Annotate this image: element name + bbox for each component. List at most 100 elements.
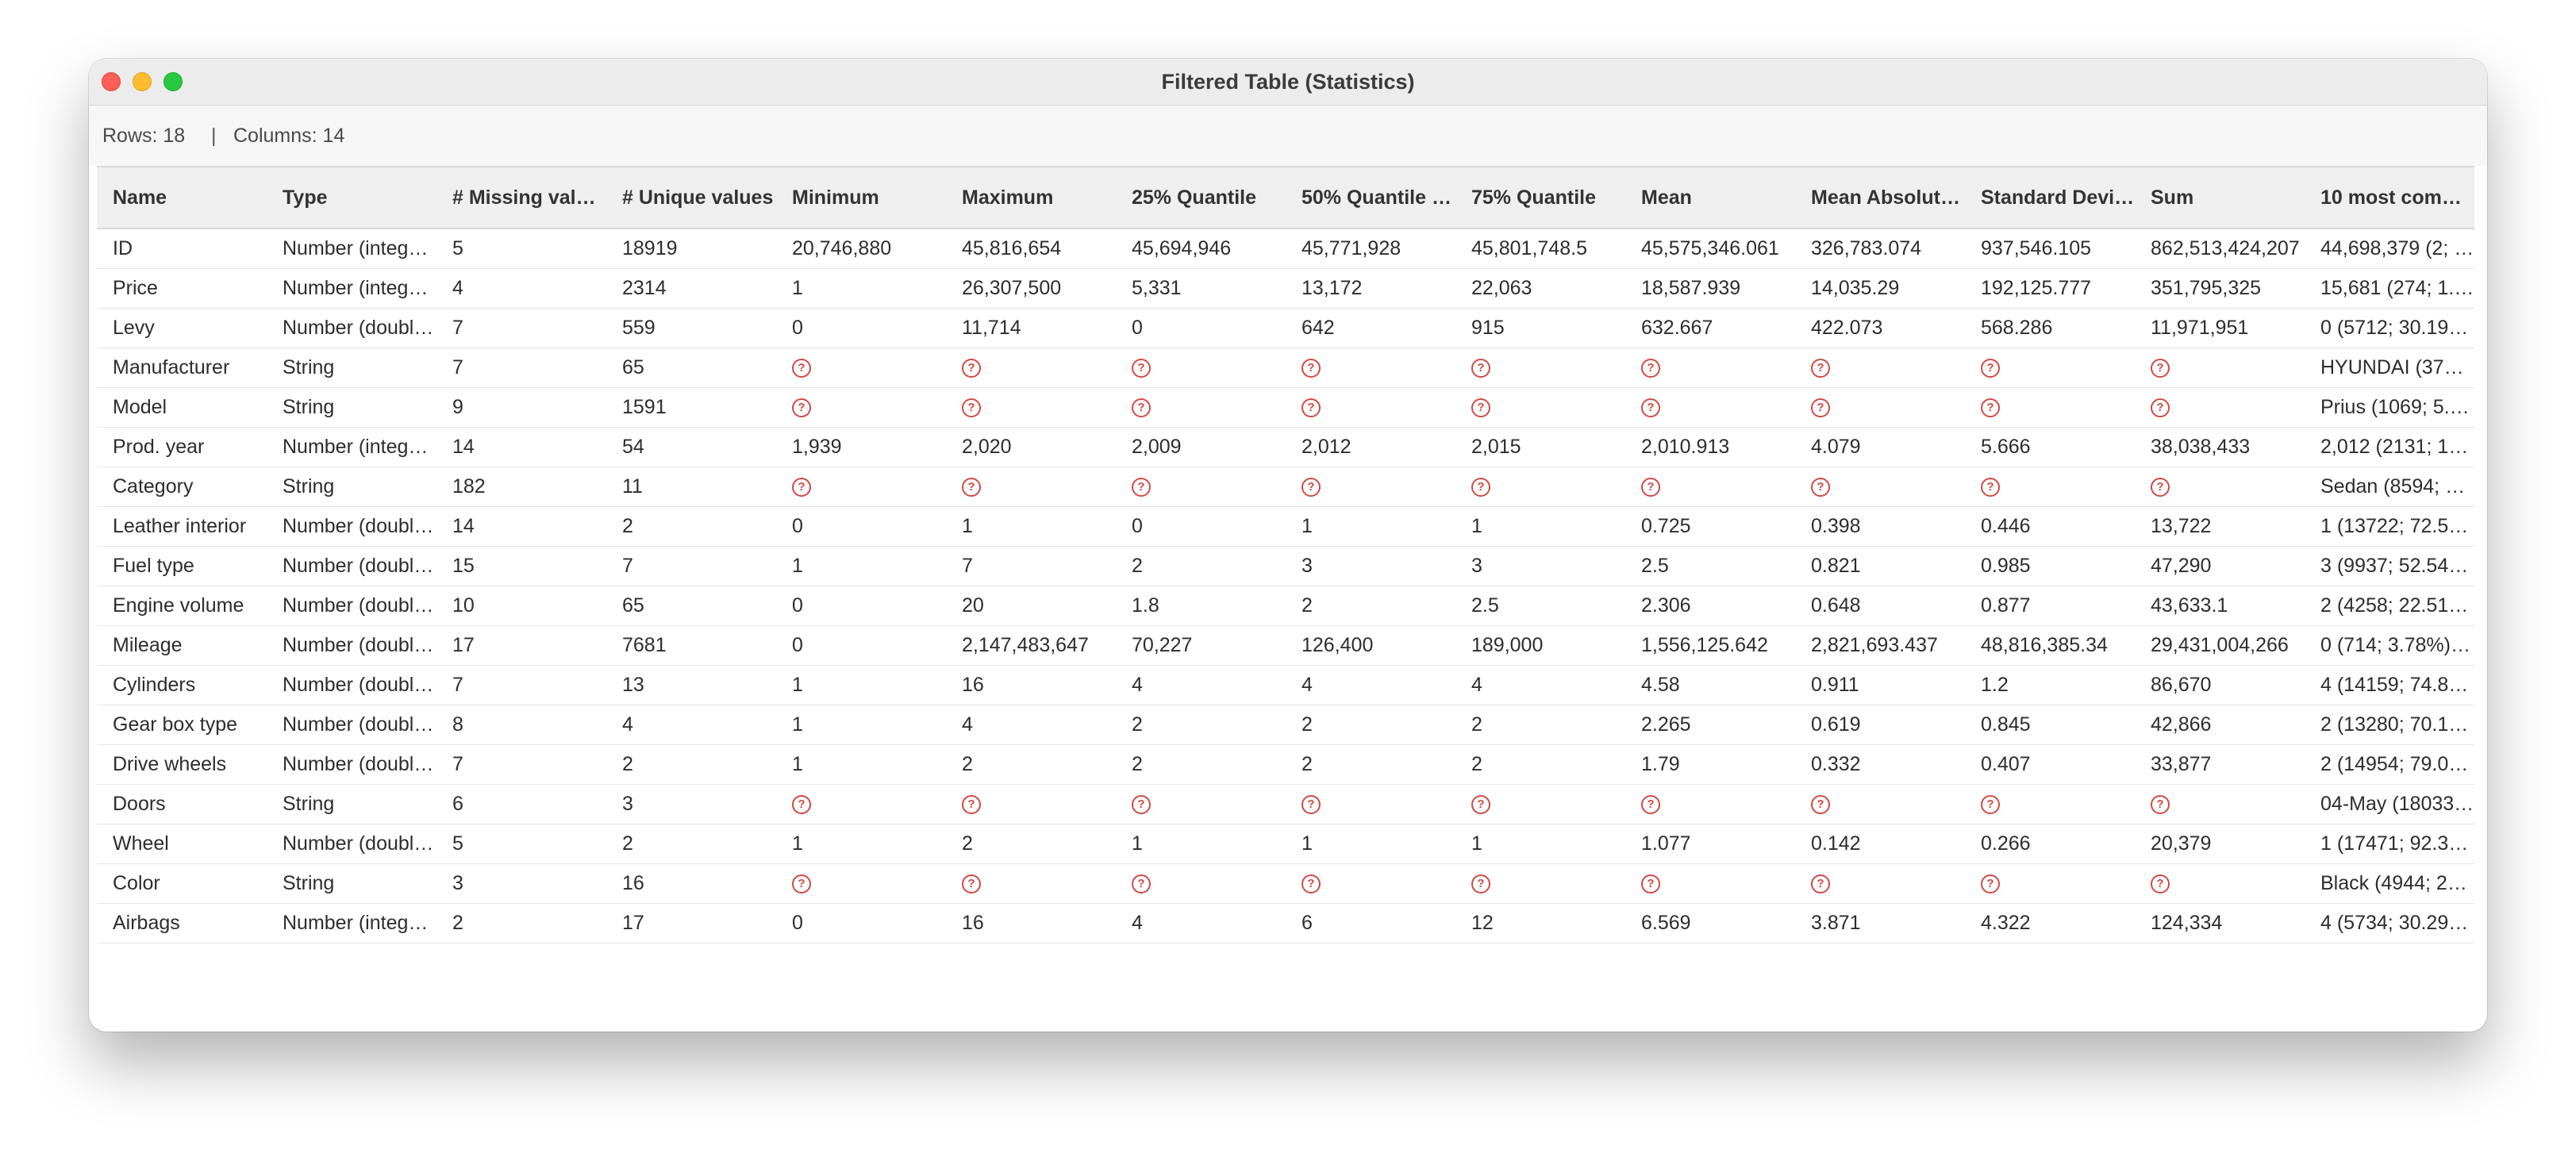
table-cell[interactable]: ? bbox=[1795, 467, 1965, 507]
table-cell[interactable]: 4 bbox=[1116, 665, 1286, 705]
table-cell[interactable]: 3 bbox=[606, 784, 776, 824]
table-cell[interactable]: 568.286 bbox=[1965, 308, 2135, 348]
table-cell[interactable]: 5 bbox=[436, 824, 606, 864]
table-cell[interactable]: ? bbox=[1286, 863, 1455, 904]
table-cell[interactable]: 2,821,693.437 bbox=[1795, 625, 1965, 666]
table-cell[interactable]: ? bbox=[1116, 467, 1286, 507]
table-cell[interactable]: 43,633.1 bbox=[2135, 586, 2305, 626]
table-row[interactable]: Prod. year Number (integ… 14 54 1,939 2,020 2,… bbox=[97, 427, 2474, 467]
table-row[interactable]: Engine volume Number (doubl… 10 65 0 20 1.8 2 2.… bbox=[97, 586, 2474, 626]
table-cell[interactable]: 45,816,654 bbox=[946, 229, 1116, 269]
table-cell[interactable]: 7 bbox=[946, 546, 1116, 586]
table-cell[interactable]: ? bbox=[776, 387, 946, 428]
table-cell[interactable]: 0.266 bbox=[1965, 824, 2135, 864]
table-cell[interactable]: 6 bbox=[436, 784, 606, 824]
table-cell[interactable]: Number (doubl… bbox=[267, 586, 436, 626]
table-cell[interactable]: 189,000 bbox=[1455, 625, 1625, 666]
table-cell[interactable]: Prius (1069; 5.… bbox=[2305, 387, 2474, 428]
table-cell[interactable]: String bbox=[267, 467, 436, 507]
table-cell[interactable]: 0.407 bbox=[1965, 744, 2135, 785]
table-cell[interactable]: ? bbox=[1455, 784, 1625, 824]
table-row[interactable]: Doors String 6 3????????? 04-May (18033… bbox=[97, 784, 2474, 824]
table-cell[interactable]: Color bbox=[97, 863, 267, 904]
table-row[interactable]: ID Number (integ… 5 18919 20,746,880 45,816,6… bbox=[97, 229, 2474, 269]
table-cell[interactable]: String bbox=[267, 348, 436, 388]
table-cell[interactable]: 126,400 bbox=[1286, 625, 1455, 666]
table-cell[interactable]: 13 bbox=[606, 665, 776, 705]
table-cell[interactable]: 2 bbox=[606, 506, 776, 547]
table-cell[interactable]: 29,431,004,266 bbox=[2135, 625, 2305, 666]
table-cell[interactable]: Drive wheels bbox=[97, 744, 267, 785]
table-cell[interactable]: Number (doubl… bbox=[267, 744, 436, 785]
table-cell[interactable]: Cylinders bbox=[97, 665, 267, 705]
table-cell[interactable]: 1 bbox=[1286, 824, 1455, 864]
table-cell[interactable]: ? bbox=[1455, 387, 1625, 428]
table-cell[interactable]: 10 bbox=[436, 586, 606, 626]
table-cell[interactable]: 2 bbox=[1455, 744, 1625, 785]
column-header[interactable]: Maximum bbox=[946, 166, 1116, 229]
table-cell[interactable]: 16 bbox=[946, 665, 1116, 705]
table-cell[interactable]: String bbox=[267, 863, 436, 904]
title-bar[interactable]: Filtered Table (Statistics) bbox=[89, 59, 2487, 106]
table-cell[interactable]: Sedan (8594; 4… bbox=[2305, 467, 2474, 507]
table-cell[interactable]: 33,877 bbox=[2135, 744, 2305, 785]
table-cell[interactable]: 13,172 bbox=[1286, 268, 1455, 309]
table-cell[interactable]: 7 bbox=[436, 308, 606, 348]
table-cell[interactable]: 2,010.913 bbox=[1625, 427, 1795, 467]
table-cell[interactable]: ? bbox=[1965, 784, 2135, 824]
table-cell[interactable]: 4 bbox=[1116, 903, 1286, 943]
table-cell[interactable]: 2.306 bbox=[1625, 586, 1795, 626]
table-row[interactable]: Color String 3 16????????? Black (4944; 2… bbox=[97, 863, 2474, 904]
table-cell[interactable]: 1 bbox=[946, 506, 1116, 547]
table-cell[interactable]: 4.079 bbox=[1795, 427, 1965, 467]
table-cell[interactable]: 7 bbox=[436, 665, 606, 705]
table-cell[interactable]: 14 bbox=[436, 506, 606, 547]
table-cell[interactable]: ? bbox=[946, 863, 1116, 904]
table-cell[interactable]: 12 bbox=[1455, 903, 1625, 943]
table-cell[interactable]: 2 bbox=[1286, 586, 1455, 626]
table-cell[interactable]: 2 bbox=[436, 903, 606, 943]
table-cell[interactable]: 2,012 bbox=[1286, 427, 1455, 467]
table-cell[interactable]: 0 bbox=[776, 506, 946, 547]
table-cell[interactable]: 1,556,125.642 bbox=[1625, 625, 1795, 666]
table-cell[interactable]: 3 (9937; 52.54… bbox=[2305, 546, 2474, 586]
table-row[interactable]: Price Number (integ… 4 2314 1 26,307,500 5,331… bbox=[97, 268, 2474, 309]
table-cell[interactable]: 16 bbox=[606, 863, 776, 904]
table-cell[interactable]: 1 bbox=[776, 268, 946, 309]
table-cell[interactable]: 5,331 bbox=[1116, 268, 1286, 309]
table-cell[interactable]: Wheel bbox=[97, 824, 267, 864]
table-cell[interactable]: 862,513,424,207 bbox=[2135, 229, 2305, 269]
table-cell[interactable]: ? bbox=[1116, 784, 1286, 824]
table-cell[interactable]: 1,939 bbox=[776, 427, 946, 467]
table-cell[interactable]: ? bbox=[1795, 863, 1965, 904]
table-cell[interactable]: ? bbox=[1965, 863, 2135, 904]
table-cell[interactable]: 44,698,379 (2; … bbox=[2305, 229, 2474, 269]
table-row[interactable]: Manufacturer String 7 65????????? HYUNDAI (3… bbox=[97, 348, 2474, 388]
table-cell[interactable]: 0.725 bbox=[1625, 506, 1795, 547]
table-cell[interactable]: 0.845 bbox=[1965, 705, 2135, 745]
table-cell[interactable]: 0.911 bbox=[1795, 665, 1965, 705]
table-cell[interactable]: Number (doubl… bbox=[267, 308, 436, 348]
table-cell[interactable]: Number (doubl… bbox=[267, 546, 436, 586]
table-cell[interactable]: 48,816,385.34 bbox=[1965, 625, 2135, 666]
statistics-table-container[interactable]: Name Type # Missing valu… # Unique values Mi… bbox=[97, 166, 2479, 1023]
table-cell[interactable]: String bbox=[267, 387, 436, 428]
table-cell[interactable]: 3 bbox=[1286, 546, 1455, 586]
table-cell[interactable]: 0 bbox=[776, 625, 946, 666]
table-cell[interactable]: Mileage bbox=[97, 625, 267, 666]
table-cell[interactable]: Number (doubl… bbox=[267, 705, 436, 745]
table-cell[interactable]: 0.821 bbox=[1795, 546, 1965, 586]
table-cell[interactable]: 7 bbox=[436, 744, 606, 785]
table-cell[interactable]: 13,722 bbox=[2135, 506, 2305, 547]
table-cell[interactable]: 70,227 bbox=[1116, 625, 1286, 666]
table-cell[interactable]: 4 bbox=[436, 268, 606, 309]
table-cell[interactable]: 1 bbox=[1286, 506, 1455, 547]
table-cell[interactable]: Price bbox=[97, 268, 267, 309]
table-cell[interactable]: 2 (14954; 79.0… bbox=[2305, 744, 2474, 785]
table-cell[interactable]: 7681 bbox=[606, 625, 776, 666]
column-header[interactable]: # Unique values bbox=[606, 166, 776, 229]
table-cell[interactable]: 351,795,325 bbox=[2135, 268, 2305, 309]
table-cell[interactable]: 18919 bbox=[606, 229, 776, 269]
table-row[interactable]: Category String 182 11????????? Sedan (8594;… bbox=[97, 467, 2474, 507]
close-window-button[interactable] bbox=[102, 72, 121, 91]
